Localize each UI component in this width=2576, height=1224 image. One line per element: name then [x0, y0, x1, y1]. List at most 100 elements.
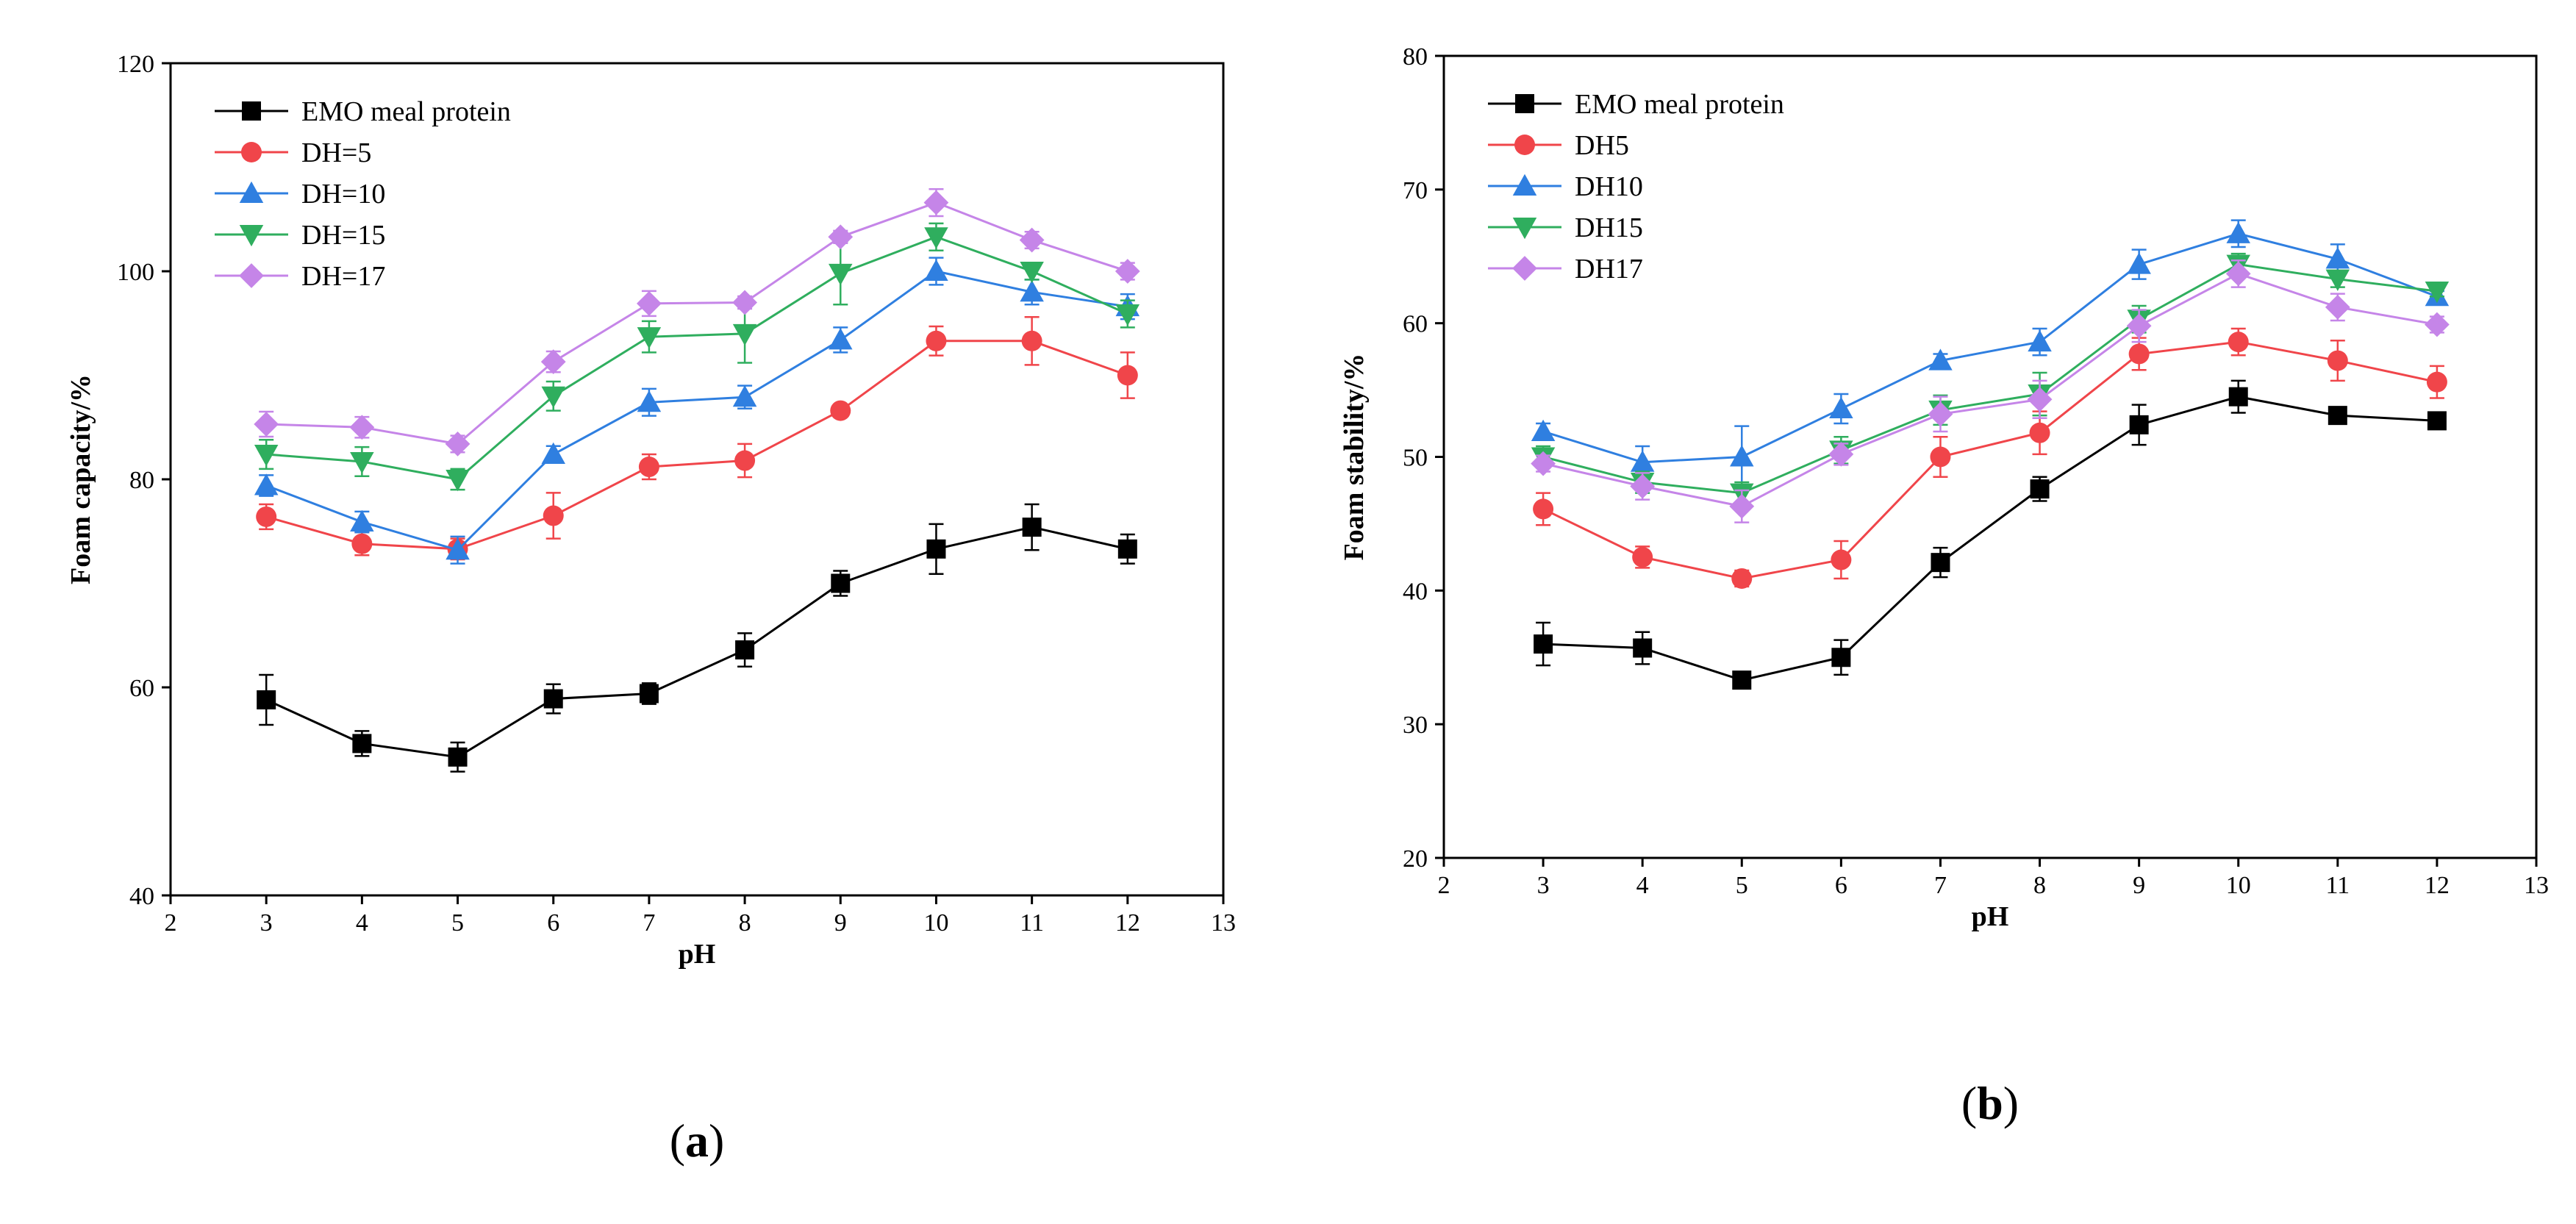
panel-a-data-point	[350, 451, 374, 474]
panel-b-data-point	[1730, 445, 1754, 467]
panel-a-data-point	[924, 227, 948, 249]
panel-b-data-point	[2129, 415, 2149, 434]
panel-b-data-point	[1533, 498, 1554, 520]
panel-a-data-point	[829, 263, 853, 286]
panel-a-y-tick-label: 60	[129, 675, 154, 702]
panel-a-x-tick-label: 4	[356, 909, 368, 937]
panel-a-y-tick-label: 40	[129, 883, 154, 910]
panel-b-y-tick-label: 50	[1403, 445, 1428, 472]
panel-b-legend-label: DH15	[1575, 212, 1643, 243]
panel-a-data-point	[446, 470, 470, 492]
panel-a-data-point	[351, 533, 373, 554]
panel-b-y-tick-label: 30	[1403, 712, 1428, 739]
panel-a-y-tick-label: 100	[117, 259, 154, 286]
panel-b-data-point	[2226, 221, 2250, 243]
panel-a-x-tick-label: 2	[165, 909, 177, 937]
panel-b-legend-marker	[1514, 135, 1535, 155]
panel-b-data-point	[2029, 422, 2050, 443]
panel-a-data-point	[829, 328, 853, 350]
panel-a-data-point	[1117, 539, 1137, 559]
panel-a-legend-label: DH=17	[301, 261, 385, 292]
panel-a-legend-label: DH=5	[301, 137, 371, 168]
panel-a-series-3	[254, 222, 1140, 492]
panel-b-data-point	[2228, 332, 2249, 353]
panel-b-data-point	[2027, 387, 2053, 412]
panel-a-data-point	[257, 690, 276, 709]
panel-a-data-point	[541, 442, 565, 465]
panel-a-data-point	[1115, 304, 1140, 326]
panel-b-x-tick-label: 10	[2226, 872, 2251, 899]
panel-a-data-point	[1117, 365, 1138, 386]
panel-a-series-0	[257, 503, 1137, 773]
panel-a-data-point	[926, 539, 946, 559]
panel-a-x-tick-label: 9	[834, 909, 847, 937]
panel-a-data-point	[1021, 330, 1042, 351]
panel-a-data-point	[256, 506, 277, 527]
panel-a-data-point	[924, 259, 948, 281]
panel-b-y-tick-label: 80	[1403, 43, 1428, 71]
panel-b-data-point	[2427, 411, 2447, 431]
panel-b-data-point	[1531, 419, 1556, 441]
panel-b-data-point	[1930, 446, 1951, 468]
panel-b-legend-label: DH5	[1575, 130, 1629, 161]
panel-b-data-point	[2128, 343, 2150, 365]
panel-a-x-tick-label: 5	[451, 909, 464, 937]
panel-b-x-tick-label: 9	[2133, 872, 2145, 899]
panel-a-series-line	[265, 526, 1128, 759]
panel-a-data-point	[1020, 280, 1044, 302]
panel-a-x-tick-label: 8	[739, 909, 751, 937]
panel-a-data-point	[637, 290, 662, 316]
chart-panel-b: 2 3 4 5 6 7 8 9 10 11 12 13 20 30 40 50 60 70 80 pH Foam sta…	[1339, 43, 2549, 1129]
panel-b-series-3	[1531, 252, 2450, 505]
panel-b-x-tick-label: 11	[2325, 872, 2350, 899]
panel-a-legend-marker	[239, 225, 264, 247]
panel-a-x-tick-label: 3	[260, 909, 273, 937]
panel-a-data-point	[926, 330, 947, 351]
panel-b-legend-label: EMO meal protein	[1575, 89, 1784, 120]
panel-a-data-point	[735, 640, 755, 660]
panel-a-legend-marker	[242, 101, 261, 121]
panel-a-data-point	[352, 734, 372, 754]
panel-a-series-4	[254, 187, 1140, 457]
panel-a-data-point	[923, 190, 949, 215]
panel-a-x-tick-label: 13	[1211, 909, 1236, 937]
panel-b-data-point	[1831, 549, 1852, 570]
panel-a-series-line	[265, 270, 1128, 551]
panel-b-data-point	[1928, 401, 1953, 427]
panel-b-data-point	[2030, 479, 2050, 499]
panel-a-y-tick-label: 120	[117, 51, 154, 78]
panel-a-legend-label: DH=10	[301, 179, 385, 210]
panel-a-x-axis-title: pH	[679, 939, 716, 970]
panel-a-data-point	[543, 505, 564, 526]
panel-b-legend-marker	[1515, 94, 1534, 113]
panel-b-data-point	[2327, 350, 2348, 371]
panel-a-series-line	[266, 235, 1128, 481]
panel-a-data-point	[1019, 227, 1045, 253]
panel-a-legend-marker	[239, 181, 264, 203]
panel-a-data-point	[540, 349, 566, 375]
panel-b-series-line	[1542, 272, 2438, 508]
panel-b-y-tick-label: 70	[1403, 177, 1428, 204]
panel-b-legend-marker	[1512, 218, 1537, 240]
panel-a-legend: EMO meal protein DH=5 DH=10 DH=15 DH=17	[215, 96, 511, 292]
panel-b-data-point	[1732, 670, 1752, 690]
panel-b-x-tick-label: 3	[1537, 872, 1550, 899]
panel-a-data-point	[254, 445, 279, 467]
panel-a-series-line	[265, 340, 1128, 551]
panel-a-data-point	[637, 327, 662, 349]
panel-b-legend-label: DH17	[1575, 254, 1643, 284]
panel-b-series-1	[1533, 327, 2447, 589]
panel-b-x-tick-label: 7	[1934, 872, 1947, 899]
panel-b-x-tick-label: 12	[2425, 872, 2450, 899]
panel-b-data-point	[1633, 638, 1653, 658]
panel-b-data-point	[1531, 451, 1556, 476]
panel-b-legend: EMO meal protein DH5 DH10 DH15 DH17	[1488, 89, 1784, 284]
panel-b-label: (b)	[1961, 1077, 2019, 1129]
panel-b-y-axis-title: Foam stability/%	[1339, 354, 1370, 561]
panel-a-x-tick-label: 11	[1020, 909, 1044, 937]
panel-a-data-point	[638, 457, 659, 478]
panel-a-x-tick-label: 10	[923, 909, 948, 937]
panel-b-data-point	[2028, 329, 2052, 352]
panel-b-series-line	[1542, 340, 2438, 580]
